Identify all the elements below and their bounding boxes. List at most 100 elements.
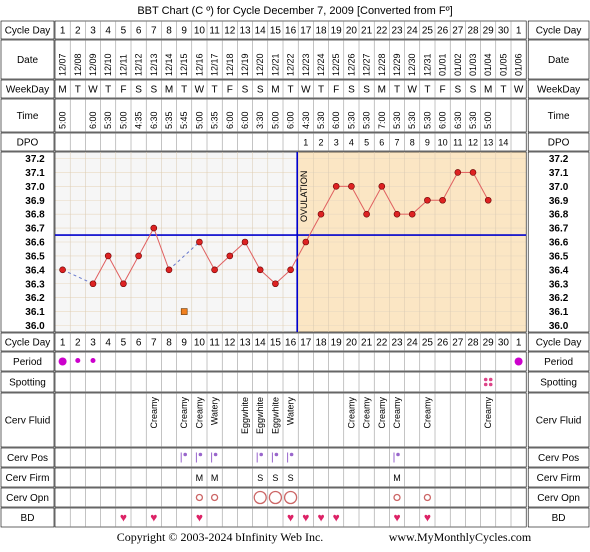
cycle-day-label-bottom: 23	[391, 338, 403, 349]
weekday-label: M	[484, 85, 492, 96]
row-box-left	[0, 507, 55, 528]
cycle-day-label-bottom: 17	[300, 338, 312, 349]
row-box-grid	[54, 487, 527, 508]
dpo-label: 5	[364, 138, 369, 148]
cycle-day-label-bottom: 7	[151, 338, 157, 349]
date-label: 12/12	[134, 53, 144, 76]
cerv-fluid-label: Eggwhite	[240, 397, 250, 434]
temp-point	[104, 252, 112, 260]
cycle-day-label-bottom: 20	[346, 338, 358, 349]
cycle-day-label-bottom: 25	[422, 338, 434, 349]
weekday-label: T	[500, 85, 506, 96]
temp-line-segment	[229, 241, 246, 257]
time-label: 6:30	[149, 111, 159, 129]
row-label-cerv_firm: Cerv Firm	[6, 473, 50, 484]
cycle-day-label: 17	[300, 26, 312, 37]
bd-heart-icon: ♥	[302, 511, 309, 525]
dpo-label: 3	[334, 138, 339, 148]
cycle-day-label-bottom: 11	[209, 338, 220, 349]
footer-site[interactable]: www.MyMonthlyCycles.com	[389, 530, 532, 544]
row-box-left	[0, 467, 55, 488]
y-tick-label: 37.1	[25, 168, 45, 179]
dpo-label: 4	[349, 138, 354, 148]
weekday-label: S	[257, 85, 264, 96]
bd-heart-icon: ♥	[317, 511, 324, 525]
y-tick-label: 36.2	[25, 293, 45, 304]
cerv-fluid-label: Creamy	[194, 397, 204, 429]
time-label: 5:30	[468, 111, 478, 129]
cycle-day-label: 27	[452, 26, 464, 37]
time-label: 5:35	[164, 111, 174, 129]
weekday-label: T	[424, 85, 430, 96]
time-label: 7:00	[377, 111, 387, 129]
date-label: 12/16	[194, 53, 204, 76]
row-box-grid	[54, 151, 527, 333]
y-tick-label: 36.4	[25, 265, 45, 276]
time-label: 5:00	[483, 111, 493, 129]
ovulation-label: OVULATION	[299, 171, 309, 222]
row-box-right	[527, 351, 590, 372]
temp-point	[226, 252, 234, 260]
row-box-left	[0, 392, 55, 448]
time-label: 6:00	[225, 111, 235, 129]
cerv-firm-label: M	[196, 473, 204, 483]
date-label: 12/15	[179, 53, 189, 76]
temp-point	[302, 238, 310, 246]
row-box-grid	[54, 98, 527, 133]
date-label: 12/28	[377, 53, 387, 76]
weekday-label: T	[212, 85, 218, 96]
cycle-day-label-bottom: 21	[361, 338, 373, 349]
cerv-pos-dot	[259, 452, 264, 457]
cerv-pos-dot	[274, 452, 279, 457]
weekday-label: W	[514, 85, 524, 96]
row-box-right	[527, 132, 590, 152]
spotting-dot	[483, 382, 488, 387]
date-label: 12/29	[392, 53, 402, 76]
time-label: 4:30	[301, 111, 311, 129]
date-label: 12/19	[240, 53, 250, 76]
row-box-right	[527, 332, 590, 352]
temp-line-segment	[411, 199, 428, 215]
weekday-label: M	[378, 85, 386, 96]
bd-heart-icon: ♥	[287, 511, 294, 525]
row-box-grid	[54, 20, 527, 40]
cycle-day-label-bottom: 4	[105, 338, 111, 349]
cycle-day-label-bottom: 3	[90, 338, 96, 349]
temp-point	[317, 210, 325, 218]
cycle-day-label-bottom: 26	[437, 338, 449, 349]
temp-point	[256, 266, 264, 274]
time-label: 5:30	[422, 111, 432, 129]
date-label: 01/03	[468, 53, 478, 76]
row-box-grid	[54, 447, 527, 468]
row-label-cerv_opn: Cerv Opn	[6, 493, 49, 504]
weekday-label: T	[105, 85, 111, 96]
cycle-day-label: 26	[437, 26, 449, 37]
cerv-opening-circle	[393, 493, 401, 502]
weekday-label: T	[394, 85, 400, 96]
weekday-label: M	[58, 85, 66, 96]
temp-point	[348, 183, 355, 190]
y-tick-label-right: 36.2	[549, 293, 569, 304]
cerv-fluid-label: Eggwhite	[255, 397, 265, 434]
y-tick-label: 36.6	[25, 238, 45, 249]
cerv-firm-label: S	[288, 473, 294, 483]
row-box-left	[0, 487, 55, 508]
row-box-left	[0, 132, 55, 152]
weekday-label: F	[120, 85, 126, 96]
weekday-label: M	[165, 85, 173, 96]
date-label: 12/08	[73, 53, 83, 76]
temp-line-segment	[259, 269, 276, 285]
row-box-grid	[54, 507, 527, 528]
row-label-right-bd: BD	[552, 513, 566, 524]
dpo-label: 11	[453, 138, 462, 148]
cycle-day-label: 13	[239, 26, 251, 37]
cycle-day-label: 16	[285, 26, 297, 37]
temp-line-segment	[153, 227, 170, 271]
temp-line-segment	[107, 255, 124, 284]
time-label: 6:00	[438, 111, 448, 129]
date-label: 01/06	[514, 53, 524, 76]
cycle-day-label-bottom: 2	[75, 338, 81, 349]
dpo-label: 12	[468, 138, 478, 148]
date-label: 12/07	[58, 53, 68, 76]
cycle-day-label-bottom: 13	[239, 338, 251, 349]
